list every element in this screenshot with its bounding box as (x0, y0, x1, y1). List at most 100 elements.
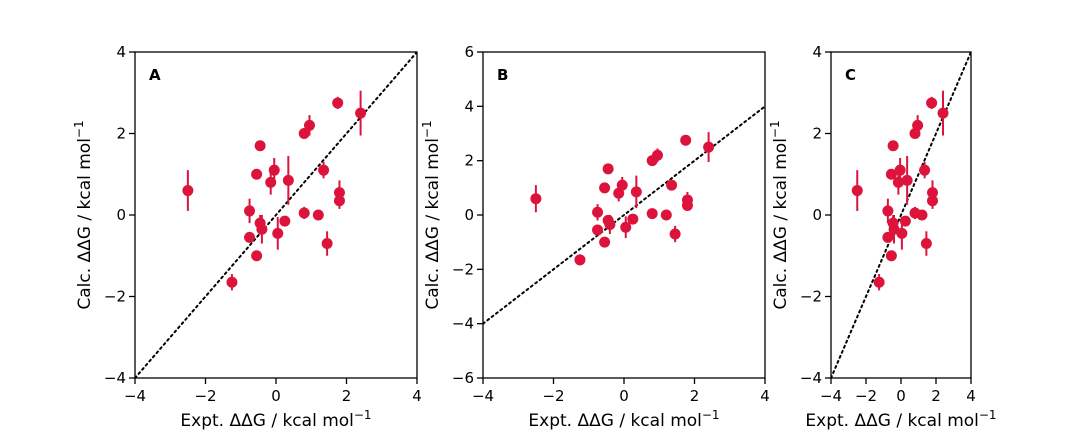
y-tick-label: 4 (812, 43, 822, 61)
x-tick-label: −4 (124, 387, 146, 405)
data-point (298, 206, 310, 220)
x-axis-label: Expt. ΔΔG / kcal mol−1 (528, 408, 719, 431)
point-marker (298, 207, 310, 219)
point-marker (630, 186, 642, 198)
y-axis-label: Calc. ΔΔG / kcal mol−1 (768, 120, 791, 309)
data-point (627, 213, 639, 225)
point-marker (887, 140, 899, 152)
data-point (244, 198, 256, 224)
point-marker (303, 119, 315, 131)
data-point (602, 163, 614, 175)
point-marker (312, 209, 324, 221)
x-tick-label: 0 (896, 387, 906, 405)
y-tick-label: −4 (104, 369, 126, 387)
reference-line (831, 52, 971, 378)
data-point (332, 96, 344, 110)
point-marker (882, 205, 894, 217)
data-point (651, 148, 663, 163)
data-point (182, 170, 194, 211)
point-marker (885, 168, 897, 180)
point-marker (919, 164, 931, 176)
data-point (251, 250, 263, 262)
y-tick-label: 6 (464, 43, 474, 61)
y-tick-label: 2 (464, 152, 474, 170)
data-point (620, 216, 632, 239)
point-marker (272, 227, 284, 239)
point-marker (901, 174, 913, 186)
point-marker (882, 231, 894, 243)
point-marker (851, 185, 863, 197)
data-point (703, 132, 715, 163)
x-tick-label: 4 (412, 387, 422, 405)
x-tick-label: 0 (619, 387, 629, 405)
y-tick-label: 2 (812, 125, 822, 143)
y-axis-label: Calc. ΔΔG / kcal mol−1 (420, 120, 443, 309)
data-point (254, 140, 266, 152)
data-point (669, 225, 681, 243)
point-marker (912, 119, 924, 131)
point-marker (592, 224, 604, 236)
data-point (920, 231, 932, 256)
point-marker (282, 174, 294, 186)
x-axis-label: Expt. ΔΔG / kcal mol−1 (180, 408, 371, 431)
data-point (244, 231, 256, 243)
point-marker (574, 254, 586, 266)
data-point (282, 155, 294, 205)
x-tick-label: −2 (855, 387, 877, 405)
data-point (882, 198, 894, 224)
point-marker (669, 228, 681, 240)
data-point (660, 209, 672, 221)
y-axis-label: Calc. ΔΔG / kcal mol−1 (72, 120, 95, 309)
data-point (912, 115, 924, 136)
point-marker (920, 238, 932, 250)
data-point (530, 185, 542, 213)
point-marker (592, 206, 604, 218)
point-marker (182, 185, 194, 197)
data-point (882, 231, 894, 243)
point-marker (896, 227, 908, 239)
point-marker (660, 209, 672, 221)
y-tick-label: 0 (116, 206, 126, 224)
data-point (873, 274, 885, 291)
point-marker (616, 179, 628, 191)
x-tick-label: −2 (542, 387, 564, 405)
data-point (321, 231, 333, 256)
point-marker (937, 107, 949, 119)
reference-line (135, 52, 417, 378)
data-point (256, 215, 268, 244)
reference-line (483, 105, 765, 325)
data-point (616, 176, 628, 194)
data-point (681, 199, 693, 211)
data-point (919, 162, 931, 179)
data-point (303, 115, 315, 136)
point-marker (602, 163, 614, 175)
y-tick-label: 0 (812, 206, 822, 224)
point-marker (927, 195, 938, 207)
data-point (599, 182, 611, 194)
data-point (251, 168, 263, 180)
data-point (899, 215, 911, 227)
x-tick-label: 2 (690, 387, 700, 405)
x-tick-label: 4 (760, 387, 770, 405)
data-point (272, 217, 284, 250)
data-point (885, 168, 897, 180)
point-marker (530, 193, 542, 205)
point-marker (604, 219, 616, 231)
point-marker (244, 205, 256, 217)
data-point (298, 128, 310, 139)
point-marker (627, 213, 639, 225)
point-marker (894, 164, 906, 176)
y-tick-label: −2 (452, 260, 474, 278)
data-point (851, 170, 863, 211)
point-marker (251, 250, 263, 262)
point-marker (680, 134, 692, 146)
x-tick-label: 2 (931, 387, 941, 405)
point-marker (226, 276, 238, 288)
data-point (592, 204, 604, 221)
panel-letter: A (149, 66, 161, 84)
data-point (630, 175, 642, 209)
data-point (901, 155, 913, 205)
point-marker (318, 164, 330, 176)
